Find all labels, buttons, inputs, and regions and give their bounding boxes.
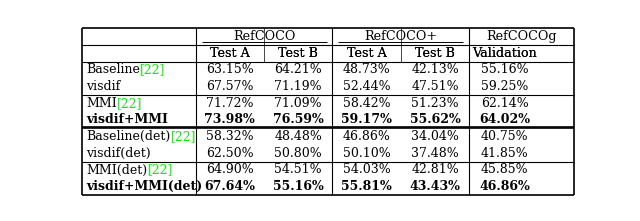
Text: 58.42%: 58.42% <box>343 97 390 110</box>
Text: [22]: [22] <box>171 130 196 143</box>
Text: Test B: Test B <box>278 47 318 60</box>
Text: 63.15%: 63.15% <box>206 63 253 76</box>
Text: visdif: visdif <box>86 80 121 93</box>
Text: visdif+MMI: visdif+MMI <box>86 113 168 126</box>
Text: 42.13%: 42.13% <box>412 63 459 76</box>
Text: Test A: Test A <box>210 47 250 60</box>
Text: [22]: [22] <box>148 164 173 177</box>
Text: 71.19%: 71.19% <box>275 80 322 93</box>
Text: Baseline: Baseline <box>86 63 140 76</box>
Text: 48.73%: 48.73% <box>343 63 390 76</box>
Text: 47.51%: 47.51% <box>412 80 459 93</box>
Text: 51.23%: 51.23% <box>412 97 459 110</box>
Text: visdif(det): visdif(det) <box>86 147 151 160</box>
Text: 59.25%: 59.25% <box>481 80 529 93</box>
Text: 71.72%: 71.72% <box>206 97 253 110</box>
Text: 52.44%: 52.44% <box>343 80 390 93</box>
Text: 67.57%: 67.57% <box>206 80 253 93</box>
Text: 54.51%: 54.51% <box>275 164 322 177</box>
Text: Validation: Validation <box>472 47 537 60</box>
Text: Baseline(det): Baseline(det) <box>86 130 171 143</box>
Text: 55.62%: 55.62% <box>410 113 461 126</box>
Text: 43.43%: 43.43% <box>410 180 461 193</box>
Text: RefCOCO+: RefCOCO+ <box>364 30 438 43</box>
Text: Validation: Validation <box>472 47 537 60</box>
Text: MMI: MMI <box>86 97 117 110</box>
Text: 42.81%: 42.81% <box>412 164 459 177</box>
Text: [22]: [22] <box>140 63 166 76</box>
Text: 50.10%: 50.10% <box>343 147 390 160</box>
Text: 46.86%: 46.86% <box>343 130 390 143</box>
Text: 34.04%: 34.04% <box>411 130 459 143</box>
Text: 55.16%: 55.16% <box>273 180 324 193</box>
Text: 58.32%: 58.32% <box>206 130 253 143</box>
Text: 64.21%: 64.21% <box>275 63 322 76</box>
Text: 55.81%: 55.81% <box>341 180 392 193</box>
Text: 64.90%: 64.90% <box>206 164 253 177</box>
Text: 45.85%: 45.85% <box>481 164 529 177</box>
Text: 46.86%: 46.86% <box>479 180 530 193</box>
Text: Test A: Test A <box>347 47 387 60</box>
Text: 64.02%: 64.02% <box>479 113 531 126</box>
Text: 41.85%: 41.85% <box>481 147 529 160</box>
Text: 55.16%: 55.16% <box>481 63 529 76</box>
Text: 54.03%: 54.03% <box>343 164 390 177</box>
Text: Test A: Test A <box>347 47 387 60</box>
Text: RefCOCO: RefCOCO <box>233 30 295 43</box>
Text: Test B: Test B <box>415 47 455 60</box>
Text: MMI(det): MMI(det) <box>86 164 148 177</box>
Text: 73.98%: 73.98% <box>204 113 255 126</box>
Text: 48.48%: 48.48% <box>275 130 322 143</box>
Text: Test B: Test B <box>415 47 455 60</box>
Text: 67.64%: 67.64% <box>204 180 255 193</box>
Text: visdif+MMI(det): visdif+MMI(det) <box>86 180 203 193</box>
Text: 62.14%: 62.14% <box>481 97 529 110</box>
Text: Test A: Test A <box>210 47 250 60</box>
Text: 62.50%: 62.50% <box>206 147 253 160</box>
Text: [22]: [22] <box>117 97 143 110</box>
Text: 40.75%: 40.75% <box>481 130 529 143</box>
Text: 76.59%: 76.59% <box>273 113 324 126</box>
Text: Test B: Test B <box>278 47 318 60</box>
Text: 71.09%: 71.09% <box>275 97 322 110</box>
Text: 37.48%: 37.48% <box>412 147 459 160</box>
Text: 59.17%: 59.17% <box>341 113 392 126</box>
Text: RefCOCOg: RefCOCOg <box>486 30 557 43</box>
Text: 50.80%: 50.80% <box>275 147 322 160</box>
